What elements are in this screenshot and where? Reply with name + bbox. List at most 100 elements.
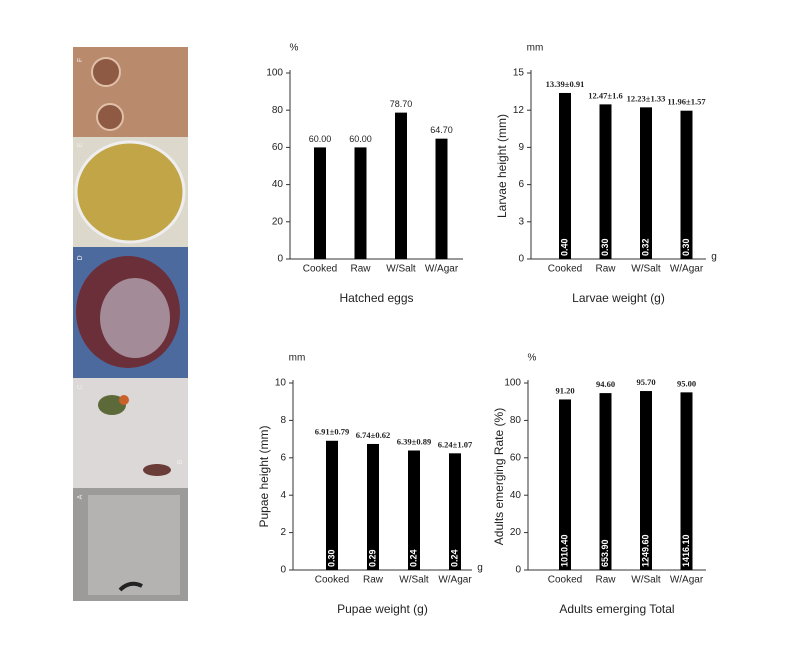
y-tick-label: 60: [272, 142, 284, 153]
bar: [354, 147, 367, 259]
value-label: 11.96±1.57: [667, 97, 706, 107]
photo-label: C: [77, 384, 84, 389]
x-tick-label: Raw: [350, 264, 371, 275]
value-label: 95.00: [677, 378, 696, 388]
x-tick-label: W/Salt: [631, 575, 661, 586]
x-tick-label: W/Agar: [670, 264, 704, 275]
photo-label: E: [77, 142, 84, 147]
inner-value-label: 0.30: [600, 238, 610, 256]
y-tick-label: 20: [272, 216, 284, 227]
y-tick-label: 10: [275, 378, 287, 389]
value-label: 95.70: [636, 377, 655, 387]
x-tick-label: W/Agar: [425, 264, 459, 275]
y-unit: %: [290, 43, 299, 54]
photo-label: A: [77, 494, 84, 499]
y-tick-label: 6: [280, 452, 286, 463]
y-tick-label: 100: [504, 378, 521, 389]
bar: [599, 104, 612, 259]
y-unit: mm: [289, 353, 306, 364]
bar: [559, 399, 571, 570]
bar: [395, 112, 407, 259]
bar: [599, 393, 612, 570]
y-tick-label: 4: [280, 490, 286, 501]
x-tick-label: W/Salt: [386, 264, 416, 275]
bar: [408, 450, 420, 570]
x-tick-label: W/Salt: [631, 264, 661, 275]
y-unit: mm: [527, 43, 544, 54]
y-tick-label: 60: [510, 452, 522, 463]
y-tick-label: 8: [280, 415, 286, 426]
x-unit: g: [477, 563, 483, 574]
bar: [435, 138, 448, 259]
inner-value-label: 0.40: [559, 238, 569, 256]
x-axis-title: Adults emerging Total: [559, 602, 674, 616]
fly-eye: [119, 395, 129, 405]
egg-cluster: [96, 103, 124, 131]
inner-value-label: 0.29: [367, 549, 377, 567]
bar: [367, 443, 379, 570]
bar: [314, 147, 326, 259]
photo-f: [73, 47, 188, 137]
y-tick-label: 6: [518, 179, 524, 190]
value-label: 12.23±1.33: [627, 93, 666, 103]
y-tick-label: 15: [513, 68, 525, 79]
x-tick-label: Raw: [595, 264, 616, 275]
photo-strip: F E D C B A: [73, 47, 188, 601]
y-tick-label: 3: [518, 216, 524, 227]
x-tick-label: W/Agar: [670, 575, 704, 586]
bar: [680, 110, 693, 259]
inner-value-label: 0.24: [449, 549, 459, 567]
noodles: [74, 140, 186, 244]
inner-value-label: 1249.60: [640, 534, 650, 567]
y-tick-label: 100: [266, 68, 283, 79]
x-tick-label: W/Salt: [399, 575, 429, 586]
y-tick-label: 0: [280, 565, 286, 576]
y-tick-label: 12: [513, 105, 525, 116]
y-tick-label: 80: [510, 415, 522, 426]
photo-c-b: [73, 378, 188, 488]
value-label: 6.74±0.62: [356, 430, 390, 440]
value-label: 78.70: [390, 99, 413, 109]
value-label: 60.00: [349, 134, 372, 144]
photo-label: B: [177, 459, 184, 464]
x-tick-label: Cooked: [548, 575, 582, 586]
photo-label: D: [77, 255, 84, 260]
inner-value-label: 653.90: [600, 539, 610, 567]
y-tick-label: 0: [515, 565, 521, 576]
x-tick-label: Raw: [363, 575, 384, 586]
y-tick-label: 9: [518, 142, 524, 153]
value-label: 6.24±1.07: [438, 439, 473, 449]
inner-value-label: 0.30: [681, 238, 691, 256]
larva: [118, 581, 143, 592]
bar: [640, 107, 652, 260]
bar: [559, 92, 571, 260]
value-label: 6.91±0.79: [315, 427, 349, 437]
y-axis-title: Adults emerging Rate (%): [492, 408, 506, 545]
value-label: 13.39±0.91: [546, 79, 585, 89]
y-tick-label: 80: [272, 105, 284, 116]
y-tick-label: 40: [272, 179, 284, 190]
x-axis-title: Pupae weight (g): [337, 602, 428, 616]
egg-cluster: [91, 57, 121, 87]
y-tick-label: 2: [280, 527, 286, 538]
value-label: 12.47±1.6: [588, 90, 622, 100]
inner-value-label: 0.30: [326, 549, 336, 567]
value-label: 91.20: [555, 385, 574, 395]
bar: [680, 392, 693, 570]
photo-label: F: [77, 58, 84, 62]
x-axis-title: Larvae weight (g): [572, 291, 665, 305]
y-tick-label: 20: [510, 527, 522, 538]
x-tick-label: Cooked: [315, 575, 349, 586]
y-tick-label: 0: [277, 254, 283, 265]
value-label: 64.70: [430, 125, 453, 135]
value-label: 6.39±0.89: [397, 436, 431, 446]
x-axis-title: Hatched eggs: [339, 291, 413, 305]
x-tick-label: Cooked: [303, 264, 337, 275]
value-label: 94.60: [596, 379, 615, 389]
pupa: [143, 464, 171, 476]
x-tick-label: W/Agar: [438, 575, 472, 586]
inner-value-label: 1416.10: [681, 534, 691, 567]
x-tick-label: Cooked: [548, 264, 582, 275]
substrate-light: [100, 278, 170, 358]
